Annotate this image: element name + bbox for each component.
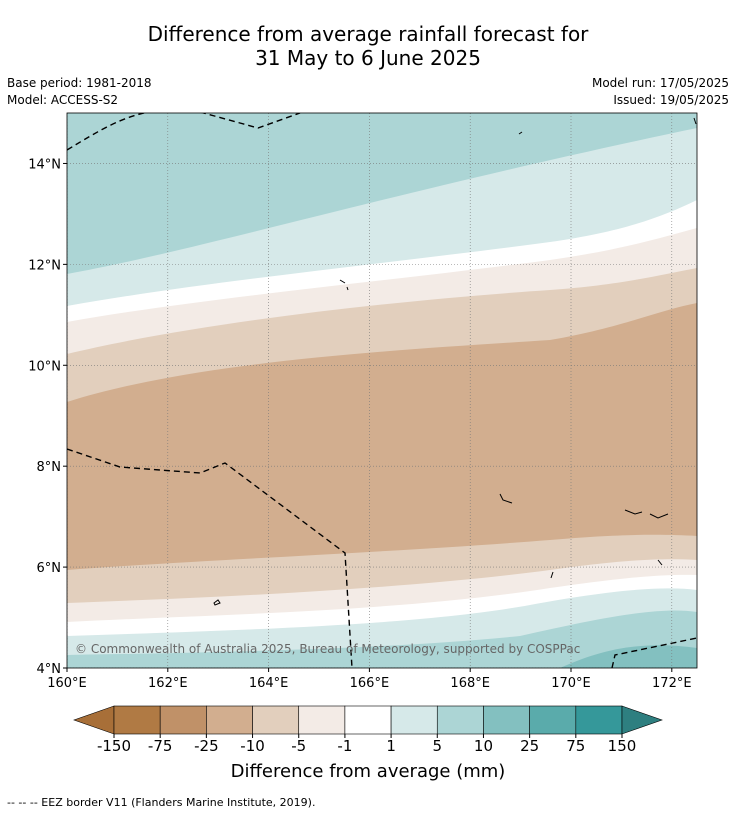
- colorbar-tick-label: 150: [608, 737, 637, 755]
- colorbar-arrow-high: [621, 705, 663, 735]
- colorbar-segment: [483, 705, 530, 735]
- island-outlines: [213, 117, 697, 606]
- colorbar-tick-label: 75: [566, 737, 585, 755]
- colorbar-tick-label: -1: [337, 737, 352, 755]
- colorbar-label: Difference from average (mm): [230, 761, 506, 782]
- graticule: [67, 113, 697, 668]
- x-axis: 160°E 162°E 164°E 166°E 168°E 170°E 172°E: [47, 668, 692, 691]
- x-tick-label: 166°E: [350, 676, 390, 691]
- x-tick-label: 162°E: [148, 676, 188, 691]
- colorbar-tick-label: -150: [97, 737, 131, 755]
- colorbar-arrow-low: [73, 705, 115, 735]
- model-name: Model: ACCESS-S2: [7, 93, 119, 107]
- colorbar-tick-label: -10: [240, 737, 265, 755]
- colorbar-segment: [206, 705, 253, 735]
- y-tick-label: 14°N: [28, 157, 61, 172]
- chart-title-line2: 31 May to 6 June 2025: [255, 46, 481, 70]
- colorbar-segment: [344, 705, 392, 735]
- chart-title-line1: Difference from average rainfall forecas…: [147, 22, 589, 46]
- base-period: Base period: 1981-2018: [7, 76, 152, 90]
- model-run: Model run: 17/05/2025: [591, 76, 729, 90]
- y-axis: 4°N 6°N 8°N 10°N 12°N 14°N: [28, 157, 67, 677]
- colorbar-segment: [113, 705, 161, 735]
- x-tick-label: 172°E: [652, 676, 692, 691]
- colorbar-segment: [298, 705, 346, 735]
- colorbar-tick-label: -75: [148, 737, 173, 755]
- colorbar-tick-label: -25: [194, 737, 219, 755]
- colorbar-tick-label: 5: [432, 737, 442, 755]
- colorbar-segment: [529, 705, 577, 735]
- colorbar-tick-label: -5: [291, 737, 306, 755]
- colorbar-tick-label: 1: [386, 737, 396, 755]
- colorbar-segment: [159, 705, 207, 735]
- map-plot: © Commonwealth of Australia 2025, Bureau…: [67, 113, 697, 668]
- x-tick-label: 164°E: [249, 676, 289, 691]
- copyright-notice: © Commonwealth of Australia 2025, Bureau…: [75, 642, 580, 656]
- band-25-75-south: [560, 645, 697, 668]
- x-tick-label: 160°E: [47, 676, 87, 691]
- eez-border: [67, 113, 697, 668]
- colorbar-tick-label: 10: [474, 737, 493, 755]
- colorbar-segment: [575, 705, 623, 735]
- y-tick-label: 6°N: [37, 561, 62, 576]
- eez-footnote: -- -- -- EEZ border V11 (Flanders Marine…: [7, 796, 316, 809]
- colorbar-segment: [436, 705, 484, 735]
- y-tick-label: 12°N: [28, 258, 61, 273]
- x-tick-label: 168°E: [450, 676, 490, 691]
- y-tick-label: 10°N: [28, 359, 61, 374]
- colorbar: -150 -75 -25 -10 -5 -1 1 5 10 25 75 150: [73, 705, 663, 755]
- y-tick-label: 8°N: [37, 460, 62, 475]
- band-10-25-south: [67, 610, 697, 668]
- x-tick-label: 170°E: [551, 676, 591, 691]
- y-tick-label: 4°N: [37, 662, 62, 677]
- colorbar-segment: [390, 705, 438, 735]
- plot-frame: [66, 112, 698, 669]
- issued-date: Issued: 19/05/2025: [613, 93, 729, 107]
- colorbar-tick-label: 25: [520, 737, 539, 755]
- colorbar-segment: [252, 705, 300, 735]
